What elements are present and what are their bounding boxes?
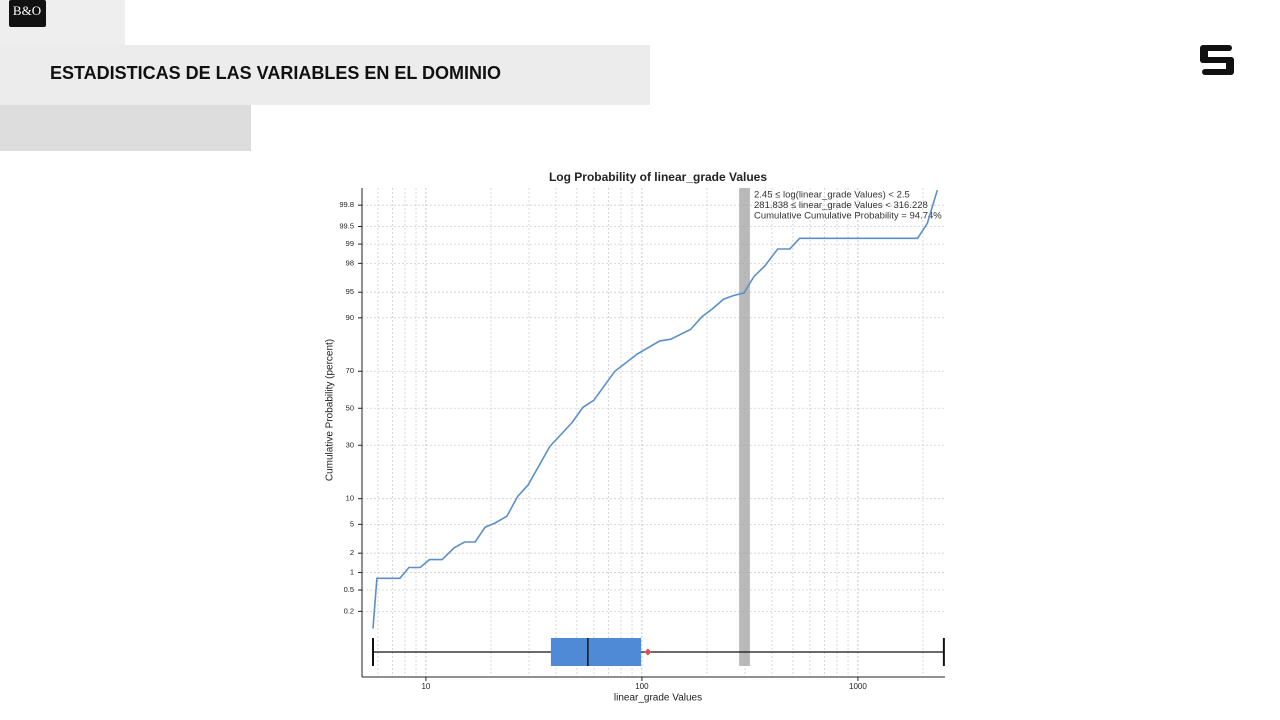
y-tick-label: 5 — [350, 519, 354, 528]
y-tick-label: 90 — [346, 313, 354, 322]
title-bar — [0, 45, 650, 105]
y-tick-label: 99.8 — [339, 200, 354, 209]
chart-title: Log Probability of linear_grade Values — [549, 170, 767, 184]
y-tick-label: 70 — [346, 366, 354, 375]
y-tick-label: 99 — [346, 239, 354, 248]
y-tick-label: 0.5 — [344, 585, 354, 594]
y-tick-label: 95 — [346, 287, 354, 296]
mean-marker — [644, 648, 652, 656]
y-tick-label: 0.2 — [344, 606, 354, 615]
y-tick-label: 30 — [346, 440, 354, 449]
y-tick-label: 99.5 — [339, 221, 354, 230]
logo-box — [9, 0, 46, 27]
slide-title: ESTADISTICAS DE LAS VARIABLES EN EL DOMI… — [50, 63, 501, 83]
annotation: 281.838 ≤ linear_grade Values < 316.228 — [754, 200, 928, 211]
title-bar-accent — [0, 105, 251, 151]
y-tick-label: 50 — [346, 403, 354, 412]
y-tick-label: 98 — [346, 258, 354, 267]
brand-icon — [1200, 45, 1234, 75]
annotation: Cumulative Cumulative Probability = 94.7… — [754, 211, 942, 222]
x-tick-label: 100 — [635, 682, 649, 691]
line — [372, 189, 939, 629]
y-axis-label: Cumulative Probability (percent) — [325, 339, 336, 481]
x-tick-label: 10 — [421, 682, 430, 691]
y-tick-label: 1 — [350, 567, 354, 576]
y-tick-label: 2 — [350, 548, 354, 557]
x-axis-label: linear_grade Values — [614, 693, 702, 704]
annotation: 2.45 ≤ log(linear_grade Values) < 2.5 — [754, 190, 910, 201]
logo: B&O — [13, 3, 41, 18]
y-tick-label: 10 — [346, 494, 354, 503]
box — [550, 638, 642, 666]
highlight-band — [739, 188, 750, 666]
x-tick-label: 1000 — [849, 682, 867, 691]
